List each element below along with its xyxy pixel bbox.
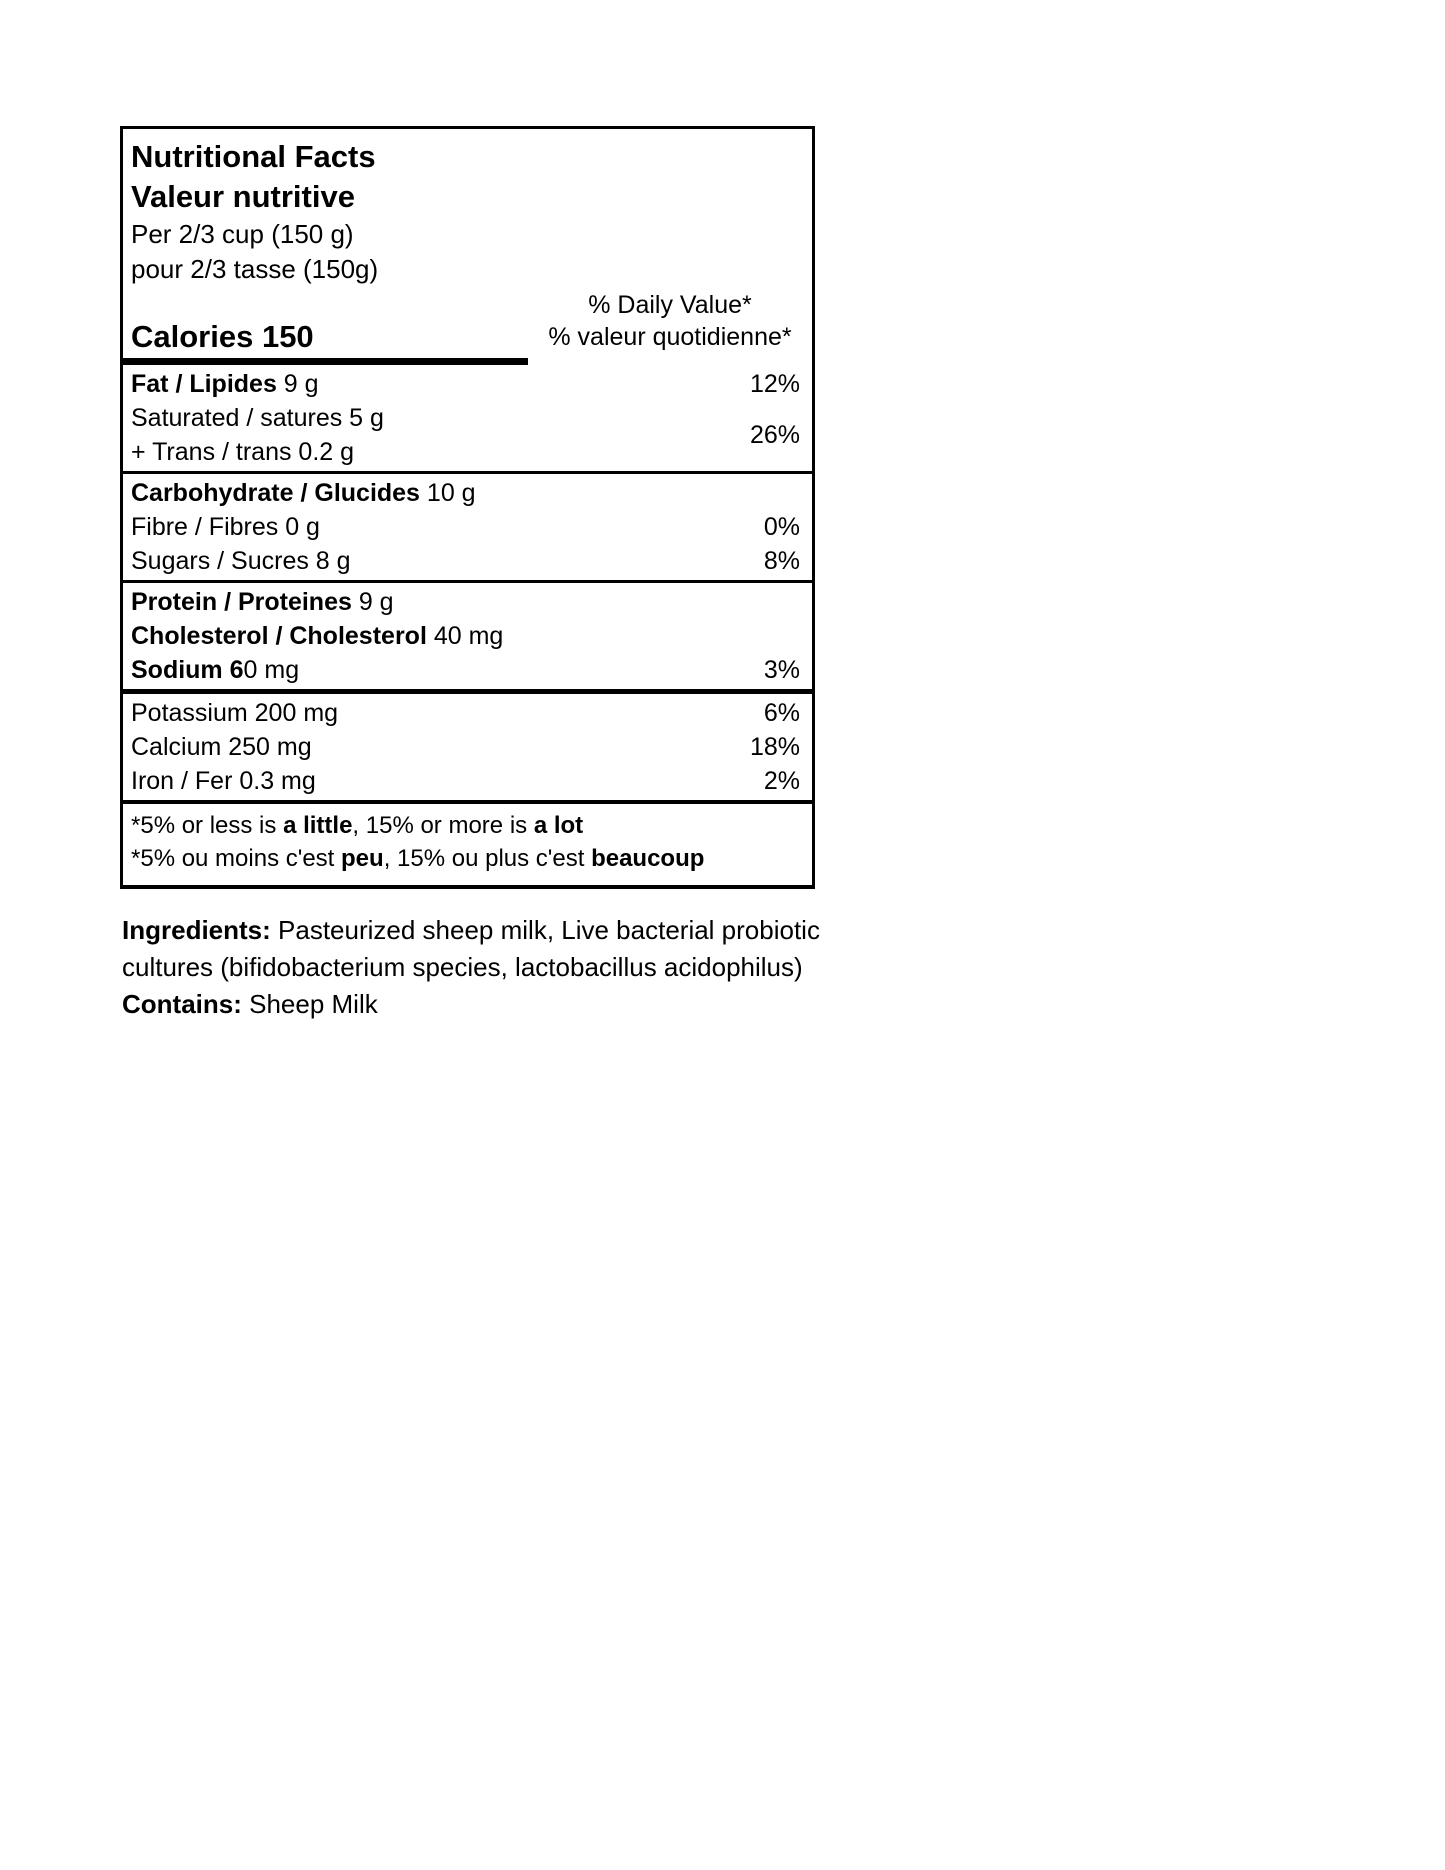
minerals-group: Potassium 200 mg 6% Calcium 250 mg 18% I… <box>123 694 812 800</box>
row-sodium: Sodium 60 mg 3% <box>123 653 812 687</box>
potassium-daily-value: 6% <box>763 699 800 727</box>
row-cholesterol: Cholesterol / Cholesterol 40 mg <box>131 622 504 650</box>
row-fibre: Fibre / Fibres 0 g 0% <box>123 510 812 544</box>
calcium-daily-value: 18% <box>749 733 800 761</box>
row-iron: Iron / Fer 0.3 mg 2% <box>123 764 812 798</box>
footnote-en: *5% or less is a little, 15% or more is … <box>131 812 584 839</box>
ingredients-line-1: Ingredients: Pasteurized sheep milk, Liv… <box>122 915 820 945</box>
daily-value-footnote: *5% or less is a little, 15% or more is … <box>123 804 812 885</box>
sodium-daily-value: 3% <box>763 656 800 684</box>
serving-size-en: Per 2/3 cup (150 g) <box>131 219 354 249</box>
ingredients-block: Ingredients: Pasteurized sheep milk, Liv… <box>122 912 820 1023</box>
row-carbohydrate: Carbohydrate / Glucides 10 g <box>131 479 476 507</box>
divider-thick <box>123 689 812 694</box>
divider-thick <box>123 800 812 804</box>
row-fat: Fat / Lipides 9 g <box>131 370 319 398</box>
sugars-daily-value: 8% <box>763 547 800 575</box>
calories-underline <box>123 358 528 365</box>
table-header: Nutritional Facts Valeur nutritive Per 2… <box>123 129 812 287</box>
footnote-fr: *5% ou moins c'est peu, 15% ou plus c'es… <box>131 845 705 872</box>
carbohydrate-group: Carbohydrate / Glucides 10 g Fibre / Fib… <box>123 474 812 580</box>
contains-line: Contains: Sheep Milk <box>122 989 378 1019</box>
row-saturated: Saturated / satures 5 g <box>131 404 384 432</box>
fibre-daily-value: 0% <box>763 513 800 541</box>
serving-size-fr: pour 2/3 tasse (150g) <box>131 254 379 284</box>
fat-daily-value: 12% <box>749 370 800 398</box>
row-sugars: Sugars / Sucres 8 g 8% <box>123 544 812 578</box>
iron-daily-value: 2% <box>763 767 800 795</box>
saturated-trans-daily-value: 26% <box>749 421 800 449</box>
divider <box>123 471 812 474</box>
calories-and-daily-value-row: Calories 150 % Daily Value* % valeur quo… <box>123 289 812 354</box>
protein-group: Protein / Proteines 9 g Cholesterol / Ch… <box>123 583 812 689</box>
ingredients-line-2: cultures (bifidobacterium species, lacto… <box>122 952 803 982</box>
calories-value: Calories 150 <box>131 319 314 354</box>
table-title-en: Nutritional Facts <box>131 139 376 174</box>
daily-value-header-fr: % valeur quotidienne* <box>548 323 792 351</box>
row-trans: + Trans / trans 0.2 g <box>131 438 355 466</box>
fat-group: Fat / Lipides 9 g Saturated / satures 5 … <box>123 365 812 471</box>
row-calcium: Calcium 250 mg 18% <box>123 730 812 764</box>
table-title-fr: Valeur nutritive <box>131 179 355 214</box>
row-potassium: Potassium 200 mg 6% <box>123 696 812 730</box>
divider <box>123 580 812 583</box>
row-protein: Protein / Proteines 9 g <box>131 588 394 616</box>
daily-value-header: % Daily Value* % valeur quotidienne* <box>528 289 812 353</box>
nutrition-facts-table: Nutritional Facts Valeur nutritive Per 2… <box>120 126 815 889</box>
daily-value-header-en: % Daily Value* <box>588 291 752 319</box>
